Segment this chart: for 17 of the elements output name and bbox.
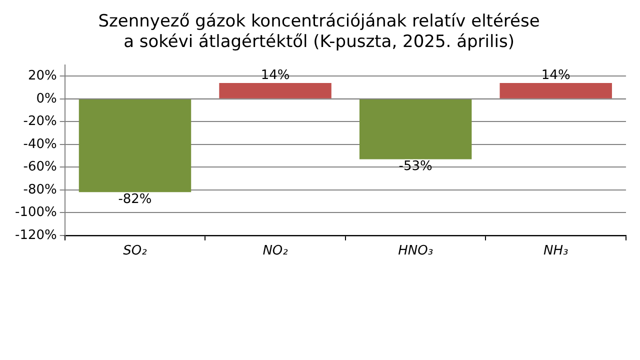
data-label: -53% [398, 159, 432, 174]
y-tick-label: -120% [14, 228, 57, 243]
data-label: -82% [118, 192, 152, 208]
y-tick-label: 0% [36, 91, 57, 106]
x-tick-label: SO₂ [123, 244, 147, 259]
data-label: 14% [260, 68, 290, 83]
x-tick-label: NH₃ [544, 244, 568, 259]
y-tick-label: -80% [23, 182, 57, 198]
y-tick-label: -60% [23, 160, 57, 175]
x-tick-label: HNO₃ [398, 244, 434, 259]
y-tick-label: 20% [28, 68, 57, 84]
y-tick-label: -100% [14, 205, 57, 220]
data-label: 14% [541, 68, 570, 83]
chart-title: Szennyező gázok koncentrációjának relatív eltérése a sokévi átlagértéktől (K-puszta, 2025. április) [98, 12, 540, 52]
x-tick-label: NO₂ [262, 244, 288, 259]
y-tick-label: -20% [23, 114, 57, 130]
y-tick-label: -40% [23, 136, 57, 152]
